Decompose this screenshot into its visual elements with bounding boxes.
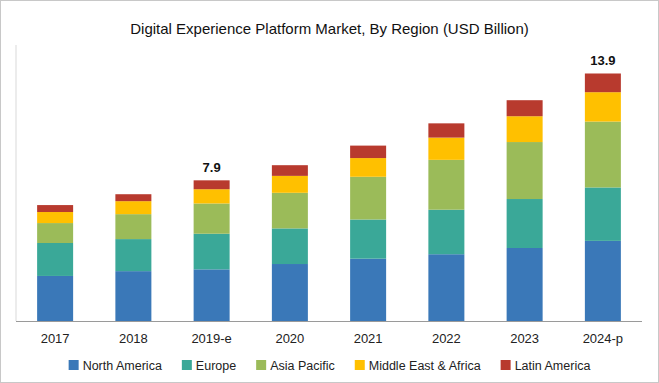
bar-segment (272, 264, 308, 321)
bar-segment (194, 234, 230, 270)
bar-segment (507, 199, 543, 248)
total-label: 13.9 (590, 53, 615, 68)
bar-segment (428, 138, 464, 160)
bar-segment (350, 177, 386, 220)
bar-segment (585, 187, 621, 240)
bar-segment (507, 116, 543, 142)
bar-segment (350, 146, 386, 158)
y-axis (16, 45, 17, 321)
x-axis (16, 321, 642, 322)
bar-segment (37, 205, 73, 212)
bar-segment (37, 223, 73, 243)
chart: Digital Experience Platform Market, By R… (0, 0, 659, 383)
bar-segment (37, 212, 73, 223)
legend-swatch (256, 360, 266, 370)
bar-segment (272, 176, 308, 193)
bar-segment (115, 271, 151, 321)
bar-segment (272, 193, 308, 229)
legend-label: North America (83, 359, 162, 373)
x-tick-label: 2017 (41, 331, 70, 346)
x-tick-label: 2022 (432, 331, 461, 346)
legend-swatch (69, 360, 79, 370)
bar-segment (585, 122, 621, 188)
legend-label: Europe (196, 359, 236, 373)
bar-segment (350, 158, 386, 177)
bar-segment (428, 210, 464, 255)
bar-segment (585, 92, 621, 121)
bar-segment (115, 194, 151, 201)
legend-label: Latin America (515, 359, 591, 373)
x-tick-label: 2021 (354, 331, 383, 346)
bar-segment (194, 180, 230, 189)
x-tick-label: 2024-p (583, 331, 623, 346)
bar-segment (272, 228, 308, 264)
bar-segment (350, 259, 386, 321)
title: Digital Experience Platform Market, By R… (130, 20, 528, 37)
legend-swatch (182, 360, 192, 370)
legend-swatch (355, 360, 365, 370)
bar-segment (37, 243, 73, 276)
frame (1, 1, 659, 383)
bar-segment (272, 165, 308, 176)
legend-swatch (501, 360, 511, 370)
bar-segment (194, 269, 230, 321)
x-tick-label: 2018 (119, 331, 148, 346)
x-tick-label: 2023 (510, 331, 539, 346)
bar-segment (115, 214, 151, 239)
total-label: 7.9 (203, 160, 221, 175)
legend: North America Europe Asia Pacific Middle Ea… (69, 359, 591, 373)
bar-segment (585, 73, 621, 92)
x-tick-label: 2020 (275, 331, 304, 346)
legend-label: Middle East & Africa (369, 359, 481, 373)
bar-segment (507, 248, 543, 321)
bar-segment (507, 142, 543, 199)
bar-segment (507, 100, 543, 116)
bar-segment (194, 189, 230, 203)
x-tick-label: 2019-e (191, 331, 231, 346)
bar-segment (428, 160, 464, 210)
bars (37, 73, 621, 321)
bar-segment (37, 276, 73, 321)
bar-segment (350, 220, 386, 259)
bar-segment (115, 239, 151, 271)
legend-label: Asia Pacific (270, 359, 335, 373)
bar-segment (115, 201, 151, 214)
bar-segment (585, 241, 621, 321)
bar-segment (428, 254, 464, 321)
bar-segment (428, 123, 464, 137)
bar-segment (194, 203, 230, 233)
